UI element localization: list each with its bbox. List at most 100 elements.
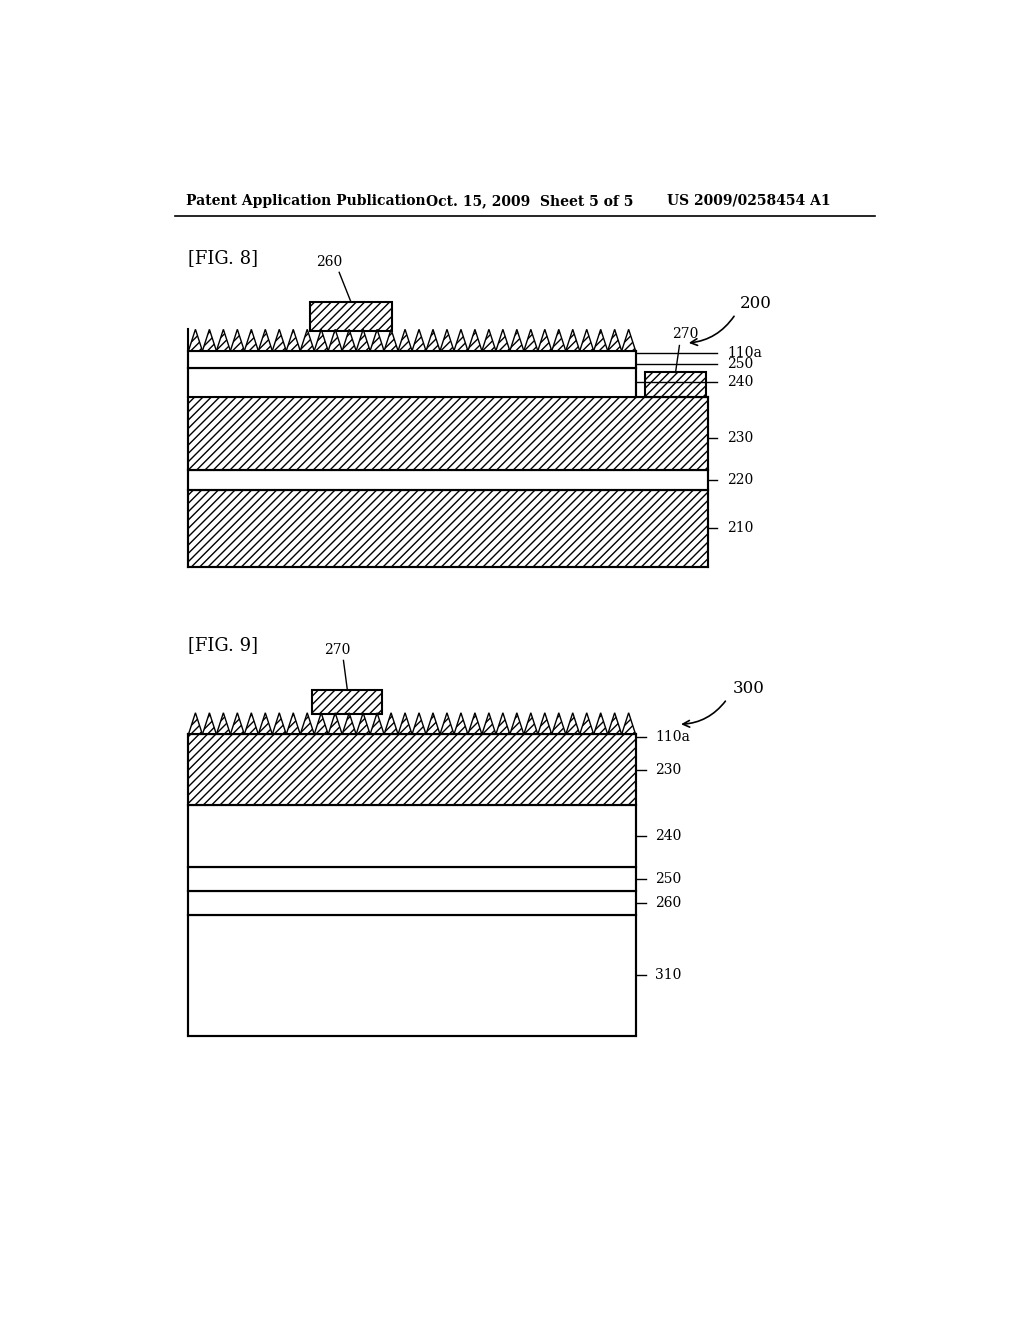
Text: [FIG. 8]: [FIG. 8] <box>188 249 258 267</box>
Polygon shape <box>468 713 482 734</box>
Bar <box>188 805 636 867</box>
Polygon shape <box>203 330 216 351</box>
Text: 310: 310 <box>655 969 681 982</box>
Text: Patent Application Publication: Patent Application Publication <box>186 194 426 207</box>
Polygon shape <box>300 330 314 351</box>
Text: [FIG. 9]: [FIG. 9] <box>188 636 258 653</box>
Text: 230: 230 <box>655 763 681 776</box>
Polygon shape <box>607 330 622 351</box>
Polygon shape <box>594 713 607 734</box>
Bar <box>188 368 636 397</box>
Polygon shape <box>188 713 203 734</box>
Polygon shape <box>272 713 287 734</box>
Polygon shape <box>552 713 565 734</box>
Polygon shape <box>287 713 300 734</box>
Polygon shape <box>412 713 426 734</box>
Polygon shape <box>482 330 496 351</box>
Polygon shape <box>524 330 538 351</box>
Polygon shape <box>203 713 216 734</box>
Polygon shape <box>272 330 287 351</box>
Polygon shape <box>426 713 440 734</box>
Text: 200: 200 <box>740 294 772 312</box>
Polygon shape <box>594 330 607 351</box>
Polygon shape <box>510 713 524 734</box>
Text: 220: 220 <box>727 473 754 487</box>
Polygon shape <box>580 330 594 351</box>
Polygon shape <box>258 713 272 734</box>
Text: 110a: 110a <box>727 346 762 360</box>
Text: US 2009/0258454 A1: US 2009/0258454 A1 <box>667 194 830 207</box>
Bar <box>310 302 391 331</box>
Text: 110a: 110a <box>655 730 690 743</box>
Text: 240: 240 <box>655 829 681 843</box>
Polygon shape <box>314 330 329 351</box>
Text: 240: 240 <box>727 375 754 389</box>
Polygon shape <box>468 330 482 351</box>
Polygon shape <box>342 713 356 734</box>
Bar <box>645 372 706 397</box>
Text: 230: 230 <box>727 430 754 445</box>
Polygon shape <box>524 713 538 734</box>
Polygon shape <box>552 330 565 351</box>
Polygon shape <box>356 330 370 351</box>
Bar <box>188 351 636 368</box>
Polygon shape <box>580 713 594 734</box>
Polygon shape <box>300 713 314 734</box>
Polygon shape <box>538 330 552 351</box>
Polygon shape <box>510 330 524 351</box>
Polygon shape <box>440 713 454 734</box>
Polygon shape <box>216 330 230 351</box>
Polygon shape <box>370 713 384 734</box>
Polygon shape <box>384 713 398 734</box>
Polygon shape <box>454 713 468 734</box>
Polygon shape <box>426 330 440 351</box>
Polygon shape <box>245 330 258 351</box>
Polygon shape <box>565 713 580 734</box>
Polygon shape <box>565 330 580 351</box>
Text: 270: 270 <box>672 327 698 341</box>
Bar <box>188 470 708 490</box>
Polygon shape <box>230 713 245 734</box>
Polygon shape <box>412 330 426 351</box>
Bar <box>188 867 636 891</box>
Polygon shape <box>188 330 203 351</box>
Polygon shape <box>398 713 412 734</box>
Polygon shape <box>216 713 230 734</box>
Bar <box>188 490 708 566</box>
Polygon shape <box>538 713 552 734</box>
Bar <box>188 891 636 915</box>
Polygon shape <box>329 330 342 351</box>
Text: 250: 250 <box>727 356 754 371</box>
Text: Oct. 15, 2009  Sheet 5 of 5: Oct. 15, 2009 Sheet 5 of 5 <box>426 194 634 207</box>
Polygon shape <box>454 330 468 351</box>
Polygon shape <box>496 713 510 734</box>
Polygon shape <box>398 330 412 351</box>
Polygon shape <box>245 713 258 734</box>
Polygon shape <box>329 713 342 734</box>
Text: 210: 210 <box>727 521 754 535</box>
Polygon shape <box>370 330 384 351</box>
Text: 270: 270 <box>324 643 350 656</box>
Polygon shape <box>440 330 454 351</box>
Text: 260: 260 <box>316 255 342 268</box>
Bar <box>188 915 636 1036</box>
Text: 250: 250 <box>655 873 681 886</box>
Polygon shape <box>342 330 356 351</box>
Text: 260: 260 <box>655 896 681 909</box>
Text: 300: 300 <box>732 680 764 697</box>
FancyArrowPatch shape <box>683 701 725 727</box>
Polygon shape <box>258 330 272 351</box>
Polygon shape <box>230 330 245 351</box>
Polygon shape <box>287 330 300 351</box>
Bar <box>312 689 382 714</box>
Polygon shape <box>314 713 329 734</box>
Bar <box>188 734 636 805</box>
Polygon shape <box>622 713 636 734</box>
Polygon shape <box>356 713 370 734</box>
Polygon shape <box>482 713 496 734</box>
Bar <box>188 397 708 470</box>
Polygon shape <box>384 330 398 351</box>
FancyArrowPatch shape <box>690 317 734 346</box>
Polygon shape <box>496 330 510 351</box>
Polygon shape <box>622 330 636 351</box>
